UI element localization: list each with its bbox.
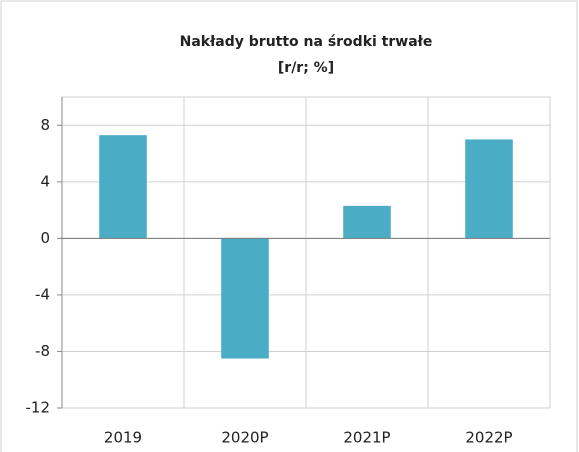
bar [221, 238, 269, 359]
x-tick-label: 2019 [104, 429, 142, 447]
x-tick-label: 2021P [343, 429, 390, 447]
chart-title: Nakłady brutto na środki trwałe [180, 34, 433, 50]
y-tick-label: 8 [40, 116, 50, 134]
x-tick-label: 2022P [465, 429, 512, 447]
y-tick-label: 0 [40, 229, 50, 247]
y-tick-label: 4 [40, 172, 50, 190]
bar [343, 205, 391, 239]
bar [99, 135, 147, 239]
bar [465, 139, 513, 239]
chart-subtitle: [r/r; %] [278, 60, 334, 76]
x-tick-label: 2020P [221, 429, 268, 447]
y-tick-label: -4 [35, 285, 50, 303]
y-tick-label: -8 [35, 342, 50, 360]
y-tick-label: -12 [26, 399, 51, 417]
